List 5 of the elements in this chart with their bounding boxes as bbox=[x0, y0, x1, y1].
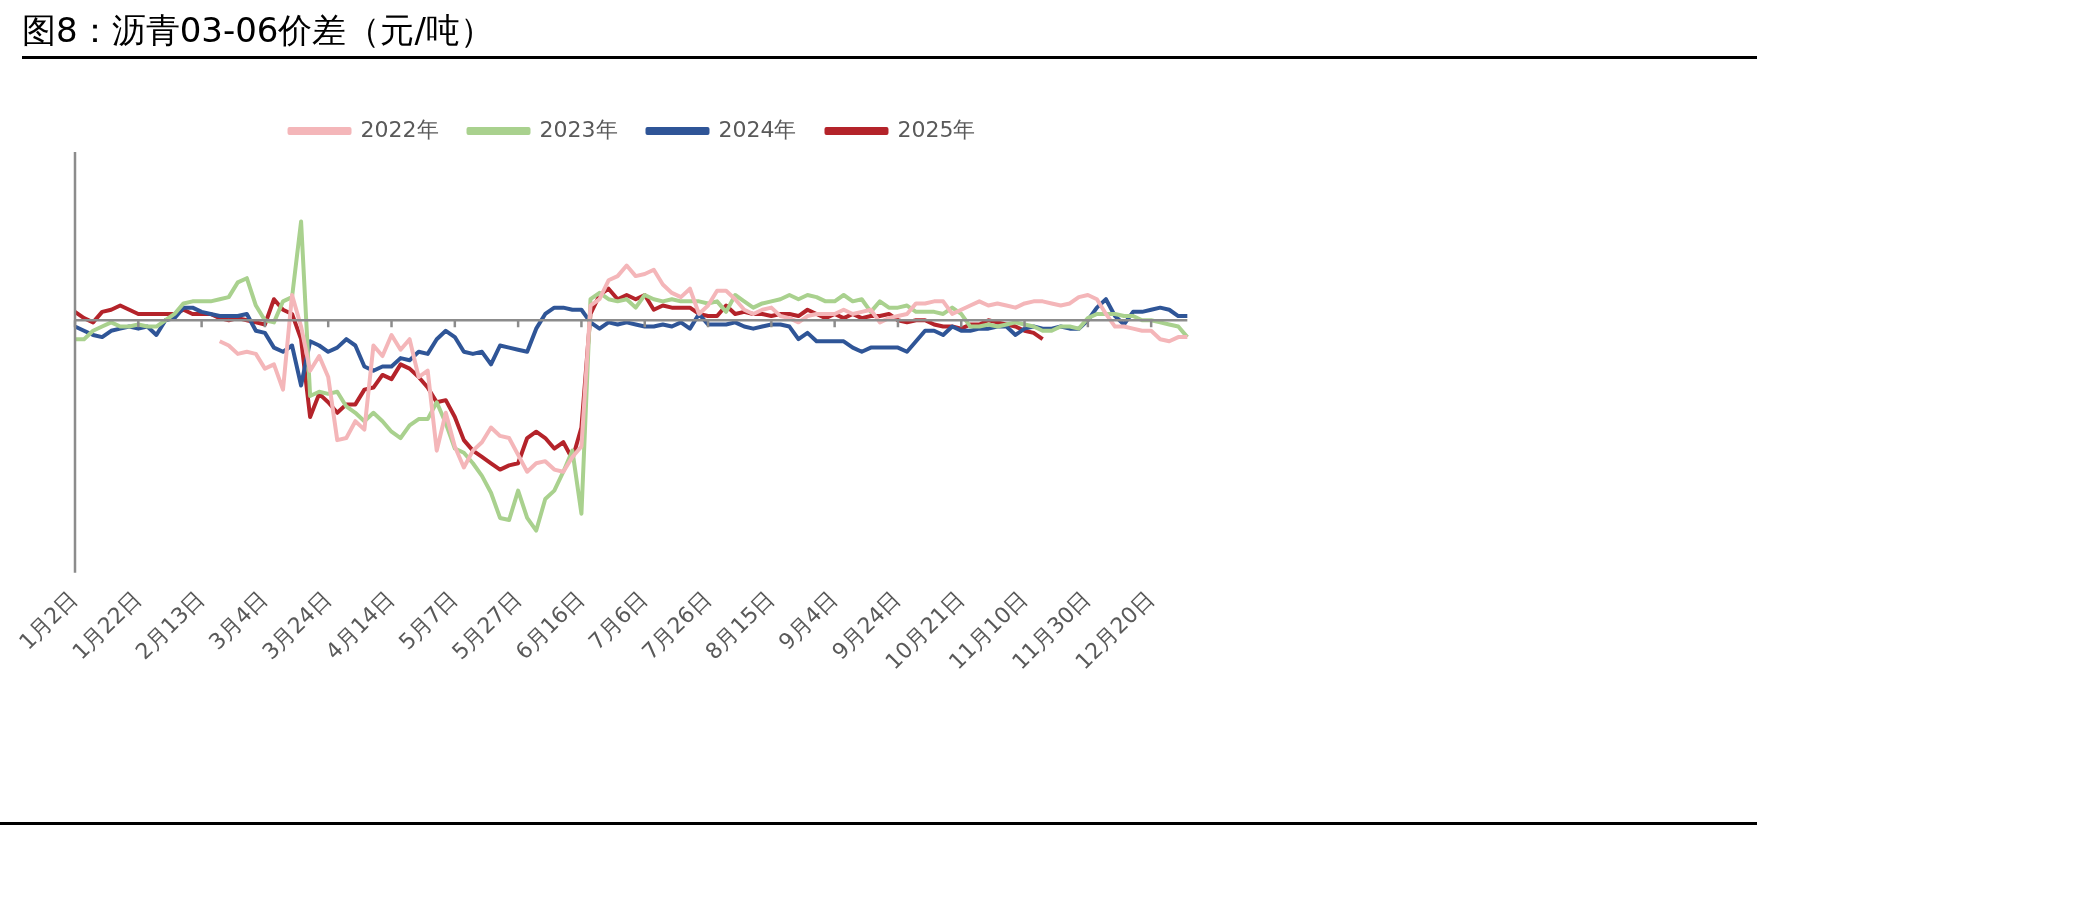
legend-label: 2022年 bbox=[360, 116, 439, 142]
legend-label: 2024年 bbox=[718, 116, 797, 142]
chart-title: 图8：沥青03-06价差（元/吨） bbox=[22, 8, 1757, 59]
legend-label: 2025年 bbox=[897, 116, 976, 142]
legend-label: 2023年 bbox=[539, 116, 618, 142]
